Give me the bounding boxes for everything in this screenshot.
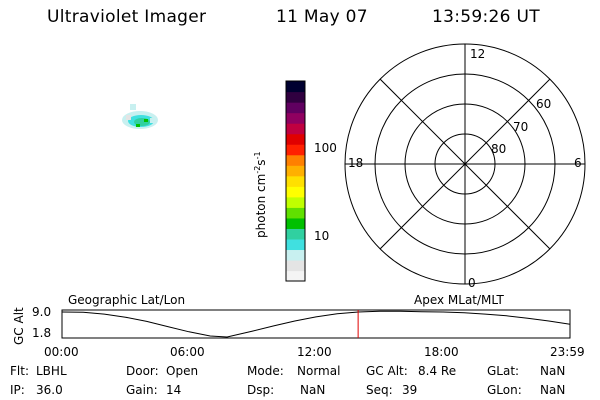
- colorbar-segment: [286, 175, 305, 187]
- timeline-xtick-1200: 12:00: [297, 345, 332, 359]
- colorbar-segment: [286, 91, 305, 103]
- timeline-xtick-2359: 23:59: [550, 345, 585, 359]
- gcalt-label: GC Alt:: [366, 364, 408, 378]
- mlt-label-6: 6: [574, 156, 582, 170]
- colorbar-segment: [286, 133, 305, 145]
- lat-label-80: 80: [491, 142, 507, 156]
- timeline-xtick-1800: 18:00: [424, 345, 459, 359]
- flt-value: LBHL: [36, 364, 67, 378]
- lat-label-70: 70: [513, 120, 529, 134]
- timeline-ytick-top: 9.0: [32, 305, 52, 319]
- gain-value: 14: [166, 383, 182, 397]
- auroral-blob: [122, 104, 158, 129]
- timeline-xtick-0000: 00:00: [44, 345, 79, 359]
- colorbar-frame: [285, 80, 306, 282]
- colorbar-segment: [286, 112, 305, 124]
- gain-label: Gain:: [126, 383, 158, 397]
- colorbar-tick-10: 10: [314, 229, 330, 243]
- colorbar-segment: [286, 270, 305, 282]
- ip-label: IP:: [10, 383, 25, 397]
- glon-label: GLon:: [487, 383, 522, 397]
- colorbar-segment: [286, 217, 305, 229]
- mlt-label-18: 18: [348, 156, 364, 170]
- timeline-ytick-bottom: 1.8: [32, 326, 52, 340]
- polar-diagonal-2: [379, 78, 551, 250]
- altitude-series-line: [61, 310, 571, 338]
- seq-value: 39: [402, 383, 418, 397]
- mlt-label-12: 12: [470, 47, 486, 61]
- colorbar-segment: [286, 259, 305, 272]
- flt-label: Flt:: [10, 364, 29, 378]
- lat-label-60: 60: [536, 97, 552, 111]
- colorbar-segment: [286, 207, 305, 219]
- mode-value: Normal: [297, 364, 341, 378]
- glat-value: NaN: [540, 364, 566, 378]
- mlt-label-0: 0: [468, 276, 476, 290]
- seq-label: Seq:: [366, 383, 393, 397]
- time-label: 13:59:26 UT: [432, 7, 540, 27]
- door-value: Open: [166, 364, 199, 378]
- colorbar-tick-100: 100: [314, 141, 337, 155]
- colorbar-segment: [286, 238, 305, 251]
- glat-label: GLat:: [487, 364, 520, 378]
- mode-label: Mode:: [247, 364, 284, 378]
- colorbar-segment: [286, 154, 305, 166]
- date-label: 11 May 07: [276, 7, 368, 27]
- timeline-right-title: Apex MLat/MLT: [414, 293, 504, 307]
- timeline-xtick-0600: 06:00: [170, 345, 205, 359]
- colorbar-segment: [286, 123, 305, 135]
- ip-value: 36.0: [36, 383, 63, 397]
- gcalt-value: 8.4 Re: [418, 364, 457, 378]
- colorbar-segment: [286, 102, 305, 114]
- dsp-label: Dsp:: [247, 383, 275, 397]
- colorbar-segment: [286, 228, 305, 240]
- glon-value: NaN: [540, 383, 566, 397]
- colorbar-segment: [286, 81, 305, 93]
- timeline-left-title: Geographic Lat/Lon: [68, 293, 186, 307]
- colorbar-segment: [286, 165, 305, 177]
- colorbar-segment: [286, 249, 305, 261]
- dsp-value: NaN: [300, 383, 326, 397]
- colorbar-segment: [286, 196, 305, 208]
- door-label: Door:: [126, 364, 159, 378]
- instrument-title: Ultraviolet Imager: [47, 7, 207, 27]
- timeline-frame: [61, 309, 571, 339]
- colorbar-segment: [286, 186, 305, 198]
- colorbar-segment: [286, 144, 305, 156]
